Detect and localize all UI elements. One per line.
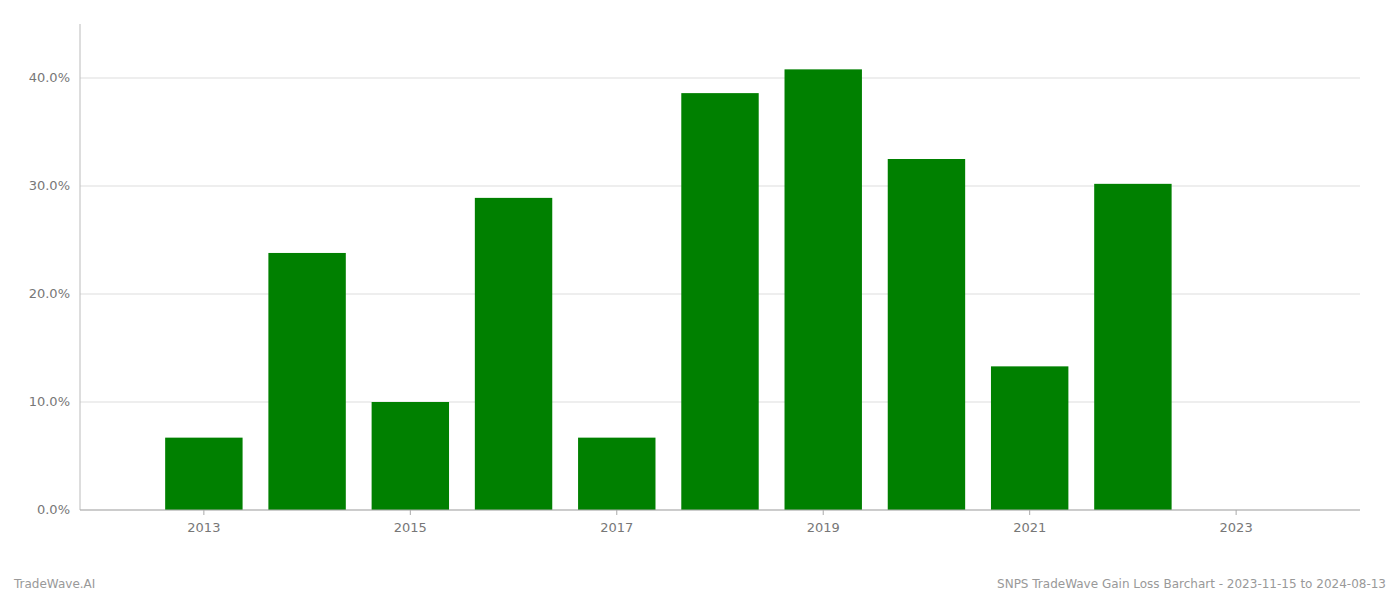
- y-tick-label: 40.0%: [29, 70, 70, 85]
- y-grid: [80, 78, 1360, 510]
- y-tick-label: 0.0%: [37, 502, 70, 517]
- y-tick-label: 30.0%: [29, 178, 70, 193]
- grid-line: [80, 510, 1360, 511]
- x-tick-label: 2021: [1013, 520, 1046, 535]
- y-tick-label: 10.0%: [29, 394, 70, 409]
- x-tick: [203, 510, 204, 515]
- grid-line: [80, 78, 1360, 79]
- bar: [785, 69, 862, 510]
- y-tick-label: 20.0%: [29, 286, 70, 301]
- x-tick: [1029, 510, 1030, 515]
- bars: [165, 69, 1171, 510]
- x-tick-label: 2019: [807, 520, 840, 535]
- bar: [165, 438, 242, 510]
- bar: [991, 366, 1068, 510]
- y-axis-line: [80, 24, 81, 510]
- bar: [268, 253, 345, 510]
- x-tick: [1236, 510, 1237, 515]
- x-axis-line: [80, 510, 1360, 511]
- chart: 0.0% 10.0% 20.0% 30.0% 40.0% 2013 2015 2017 2019…: [0, 0, 1400, 600]
- bar: [475, 198, 552, 510]
- x-tick: [823, 510, 824, 515]
- y-tick-labels: 0.0% 10.0% 20.0% 30.0% 40.0%: [29, 70, 70, 517]
- x-tick: [410, 510, 411, 515]
- x-ticks: 2013 2015 2017 2019 2021 2023: [187, 510, 1252, 535]
- footer-annotation: SNPS TradeWave Gain Loss Barchart - 2023…: [997, 577, 1386, 591]
- x-tick: [616, 510, 617, 515]
- bar: [681, 93, 758, 510]
- chart-container: 0.0% 10.0% 20.0% 30.0% 40.0% 2013 2015 2017 2019…: [0, 0, 1400, 600]
- bar: [1094, 184, 1171, 510]
- bar: [888, 159, 965, 510]
- x-tick-label: 2017: [600, 520, 633, 535]
- bar: [372, 402, 449, 510]
- x-tick-label: 2013: [187, 520, 220, 535]
- bar: [578, 438, 655, 510]
- x-tick-label: 2023: [1220, 520, 1253, 535]
- x-tick-label: 2015: [394, 520, 427, 535]
- footer-annotation: TradeWave.AI: [13, 577, 95, 591]
